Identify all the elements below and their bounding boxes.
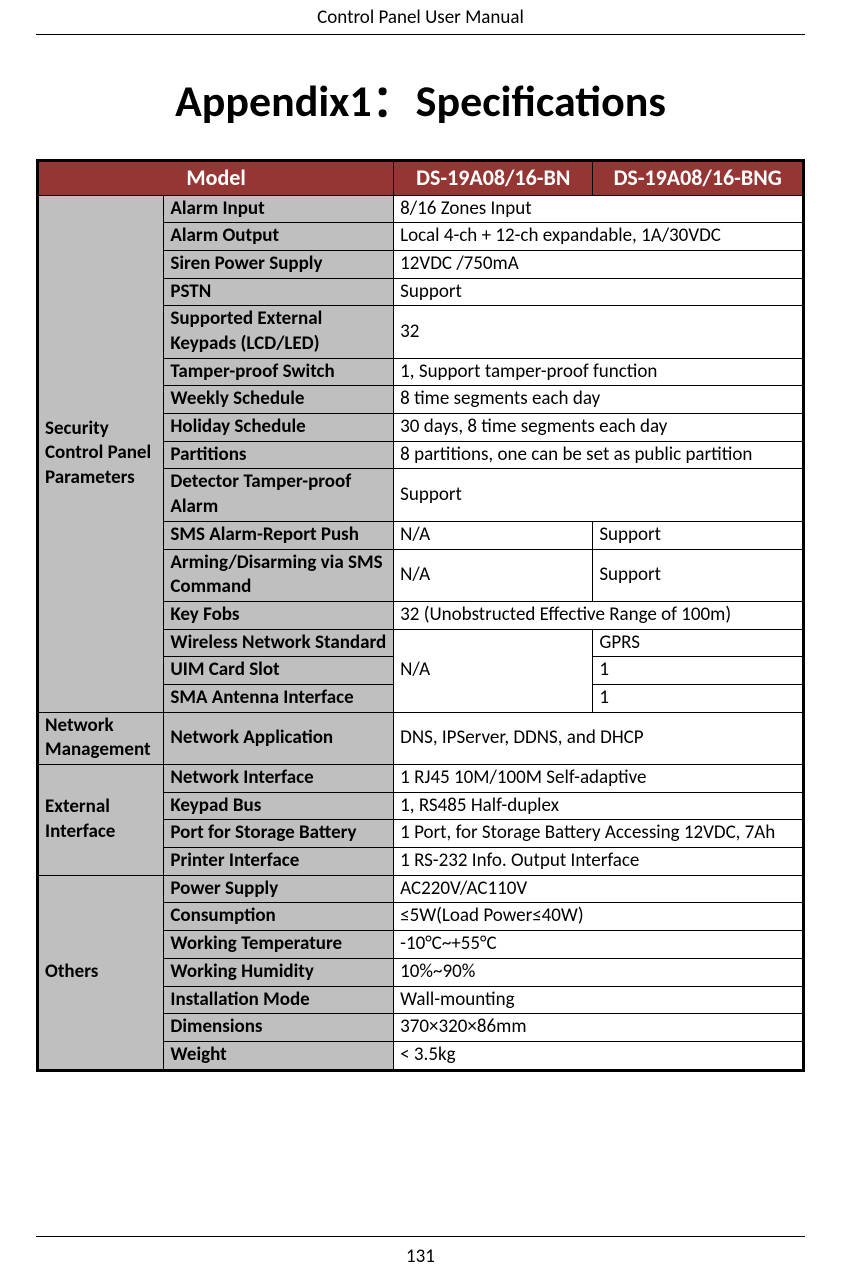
label-key-fobs: Key Fobs — [164, 601, 394, 629]
page: Control Panel User Manual Appendix1：Spec… — [0, 0, 841, 1286]
category-others: Others — [38, 875, 164, 1070]
table-row: Security Control Panel Parameters Alarm … — [38, 195, 804, 223]
value-holiday-schedule: 30 days, 8 time segments each day — [394, 414, 804, 442]
label-alarm-output: Alarm Output — [164, 223, 394, 251]
label-keypad-bus: Keypad Bus — [164, 792, 394, 820]
value-wireless-m2: GPRS — [593, 629, 804, 657]
value-siren-power: 12VDC /750mA — [394, 250, 804, 278]
page-number: 131 — [406, 1245, 435, 1268]
value-partitions: 8 partitions, one can be set as public p… — [394, 441, 804, 469]
value-network-interface: 1 RJ45 10M/100M Self-adaptive — [394, 765, 804, 793]
label-printer-interface: Printer Interface — [164, 848, 394, 876]
label-uim-slot: UIM Card Slot — [164, 657, 394, 685]
value-sms-alarm-m1: N/A — [394, 521, 593, 549]
value-detector-tamper: Support — [394, 469, 804, 521]
value-wireless-na: N/A — [394, 629, 593, 712]
value-weight: < 3.5kg — [394, 1041, 804, 1070]
table-row: Others Power Supply AC220V/AC110V — [38, 875, 804, 903]
value-printer-interface: 1 RS-232 Info. Output Interface — [394, 848, 804, 876]
label-sms-alarm: SMS Alarm-Report Push — [164, 521, 394, 549]
value-alarm-output: Local 4-ch + 12-ch expandable, 1A/30VDC — [394, 223, 804, 251]
value-weekly-schedule: 8 time segments each day — [394, 386, 804, 414]
header-model-1: DS-19A08/16-BN — [394, 161, 593, 196]
label-dimensions: Dimensions — [164, 1014, 394, 1042]
value-consumption: ≤5W(Load Power≤40W) — [394, 903, 804, 931]
label-working-humidity: Working Humidity — [164, 958, 394, 986]
label-ext-keypads: Supported External Keypads (LCD/LED) — [164, 306, 394, 358]
specifications-table: Model DS-19A08/16-BN DS-19A08/16-BNG Sec… — [36, 159, 805, 1072]
header-rule — [36, 34, 805, 35]
label-arming-sms: Arming/Disarming via SMS Command — [164, 549, 394, 601]
label-alarm-input: Alarm Input — [164, 195, 394, 223]
header-model-2: DS-19A08/16-BNG — [593, 161, 804, 196]
label-storage-battery-port: Port for Storage Battery — [164, 820, 394, 848]
value-keypad-bus: 1, RS485 Half-duplex — [394, 792, 804, 820]
label-partitions: Partitions — [164, 441, 394, 469]
category-external-interface: External Interface — [38, 765, 164, 876]
table-row: Network Management Network Application D… — [38, 712, 804, 764]
label-power-supply: Power Supply — [164, 875, 394, 903]
value-key-fobs: 32 (Unobstructed Effective Range of 100m… — [394, 601, 804, 629]
label-siren-power: Siren Power Supply — [164, 250, 394, 278]
label-weekly-schedule: Weekly Schedule — [164, 386, 394, 414]
table-row: External Interface Network Interface 1 R… — [38, 765, 804, 793]
value-pstn: Support — [394, 278, 804, 306]
category-network: Network Management — [38, 712, 164, 764]
value-uim-m2: 1 — [593, 657, 804, 685]
value-sms-alarm-m2: Support — [593, 521, 804, 549]
table-header-row: Model DS-19A08/16-BN DS-19A08/16-BNG — [38, 161, 804, 196]
label-working-temperature: Working Temperature — [164, 931, 394, 959]
header-title: Control Panel User Manual — [317, 6, 524, 29]
header-model: Model — [38, 161, 394, 196]
label-holiday-schedule: Holiday Schedule — [164, 414, 394, 442]
label-sma-interface: SMA Antenna Interface — [164, 684, 394, 712]
value-working-humidity: 10%~90% — [394, 958, 804, 986]
value-tamper-switch: 1, Support tamper-proof function — [394, 358, 804, 386]
value-installation-mode: Wall-mounting — [394, 986, 804, 1014]
value-sma-m2: 1 — [593, 684, 804, 712]
value-ext-keypads: 32 — [394, 306, 804, 358]
label-network-application: Network Application — [164, 712, 394, 764]
value-arming-sms-m2: Support — [593, 549, 804, 601]
label-tamper-switch: Tamper-proof Switch — [164, 358, 394, 386]
value-network-application: DNS, IPServer, DDNS, and DHCP — [394, 712, 804, 764]
page-footer: 131 — [0, 1236, 841, 1268]
value-working-temperature: -10°C~+55°C — [394, 931, 804, 959]
label-detector-tamper: Detector Tamper-proof Alarm — [164, 469, 394, 521]
label-pstn: PSTN — [164, 278, 394, 306]
page-heading: Appendix1：Specifications — [0, 65, 841, 129]
value-storage-battery-port: 1 Port, for Storage Battery Accessing 12… — [394, 820, 804, 848]
label-wireless-standard: Wireless Network Standard — [164, 629, 394, 657]
label-installation-mode: Installation Mode — [164, 986, 394, 1014]
value-arming-sms-m1: N/A — [394, 549, 593, 601]
label-weight: Weight — [164, 1041, 394, 1070]
value-power-supply: AC220V/AC110V — [394, 875, 804, 903]
running-header: Control Panel User Manual — [0, 0, 841, 29]
label-consumption: Consumption — [164, 903, 394, 931]
value-dimensions: 370×320×86mm — [394, 1014, 804, 1042]
category-security: Security Control Panel Parameters — [38, 195, 164, 712]
footer-rule — [36, 1236, 805, 1237]
value-alarm-input: 8/16 Zones Input — [394, 195, 804, 223]
label-network-interface: Network Interface — [164, 765, 394, 793]
